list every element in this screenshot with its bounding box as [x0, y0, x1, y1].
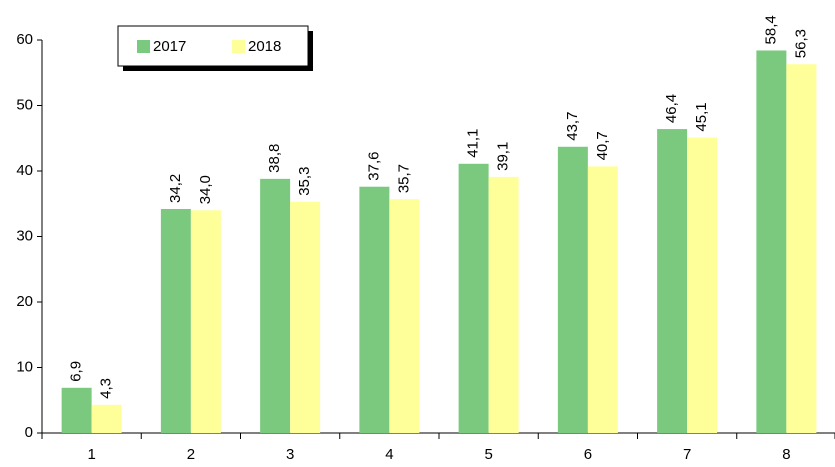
bar	[359, 186, 390, 433]
data-label: 35,7	[395, 164, 412, 193]
legend-label: 2018	[248, 38, 281, 55]
x-tick-label: 1	[87, 446, 95, 463]
data-label: 40,7	[594, 131, 611, 160]
x-tick-label: 5	[484, 446, 492, 463]
data-label: 37,6	[365, 152, 382, 181]
y-tick-label: 10	[16, 358, 33, 375]
bar	[557, 146, 588, 433]
bar	[290, 201, 321, 433]
y-tick-label: 20	[16, 293, 33, 310]
data-label: 38,8	[266, 144, 283, 173]
data-label: 39,1	[495, 142, 512, 171]
bar	[389, 199, 420, 433]
data-label: 56,3	[792, 29, 809, 58]
y-tick-label: 0	[25, 424, 33, 441]
x-tick-label: 8	[782, 446, 790, 463]
legend-swatch	[232, 40, 245, 53]
bar	[587, 166, 618, 434]
bar	[488, 176, 519, 433]
bar	[260, 178, 291, 433]
y-tick-label: 60	[16, 31, 33, 48]
data-label: 45,1	[693, 102, 710, 131]
x-tick-label: 7	[683, 446, 691, 463]
legend-label: 2017	[153, 38, 186, 55]
legend-swatch	[137, 40, 150, 53]
data-label: 46,4	[663, 94, 680, 123]
bar	[458, 163, 489, 434]
bar	[190, 210, 221, 433]
bar	[160, 208, 191, 433]
x-tick-label: 6	[584, 446, 592, 463]
data-label: 4,3	[98, 378, 115, 399]
bar	[61, 387, 92, 433]
data-label: 6,9	[68, 361, 85, 382]
bar	[91, 404, 122, 433]
data-label: 35,3	[296, 167, 313, 196]
data-label: 34,0	[197, 175, 214, 204]
bar	[786, 64, 817, 434]
x-tick-label: 3	[286, 446, 294, 463]
x-tick-label: 2	[187, 446, 195, 463]
x-tick-label: 4	[385, 446, 393, 463]
data-label: 41,1	[465, 129, 482, 158]
bar	[687, 137, 718, 433]
y-tick-label: 40	[16, 162, 33, 179]
data-label: 58,4	[762, 15, 779, 44]
y-tick-label: 30	[16, 227, 33, 244]
bar	[657, 129, 688, 433]
data-label: 34,2	[167, 174, 184, 203]
data-label: 43,7	[564, 112, 581, 141]
y-tick-label: 50	[16, 96, 33, 113]
bar	[756, 50, 787, 433]
